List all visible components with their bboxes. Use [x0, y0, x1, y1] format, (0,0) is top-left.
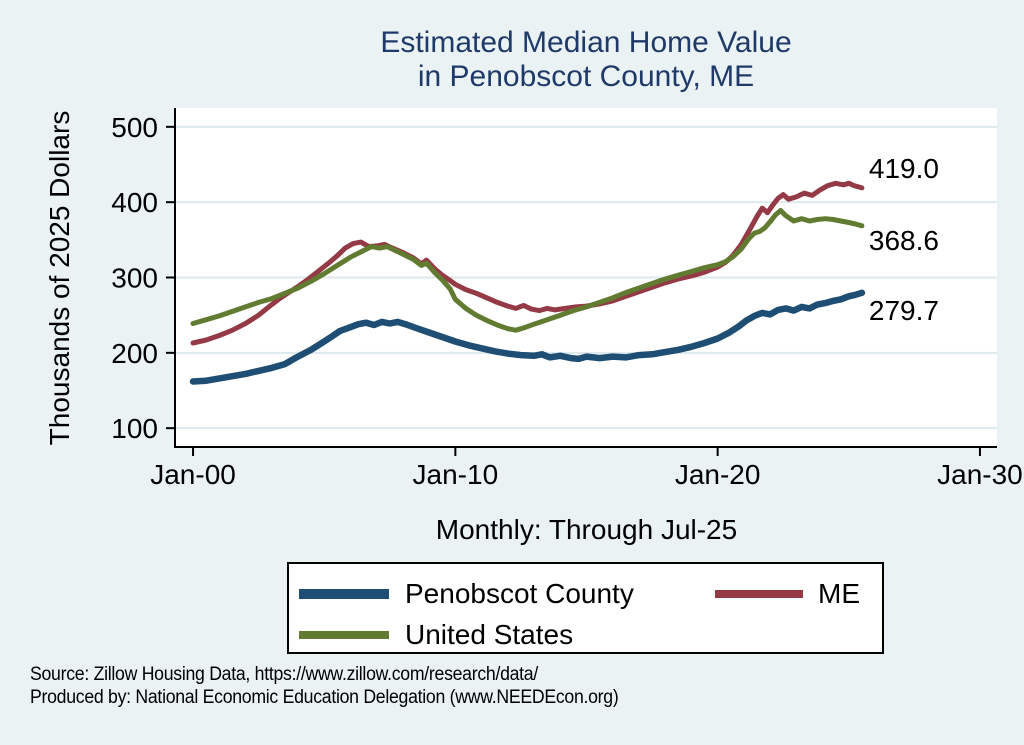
end-value-label-penobscot-county: 279.7 — [869, 295, 939, 326]
x-tick-label-Jan-30: Jan-30 — [937, 459, 1023, 490]
end-value-label-me: 419.0 — [869, 153, 939, 184]
chart-line-me — [190, 180, 865, 346]
source-line: Source: Zillow Housing Data, https://www… — [30, 664, 538, 685]
x-tick-label-Jan-00: Jan-00 — [150, 459, 236, 490]
x-tick-label-Jan-20: Jan-20 — [675, 459, 761, 490]
legend-swatch-maine — [715, 590, 803, 598]
y-tick-label-300: 300 — [111, 263, 158, 294]
y-axis-title: Thousands of 2025 Dollars — [44, 110, 75, 446]
legend-swatch-penobscot — [299, 589, 389, 599]
x-tick-label-Jan-10: Jan-10 — [413, 459, 499, 490]
y-tick-label-100: 100 — [111, 413, 158, 444]
chart-title: Estimated Median Home Value in Penobscot… — [140, 26, 1024, 94]
end-value-label-united-states: 368.6 — [869, 225, 939, 256]
legend: Penobscot County ME United States — [287, 562, 884, 654]
legend-label-penobscot: Penobscot County — [405, 578, 634, 609]
y-tick-label-200: 200 — [111, 338, 158, 369]
y-tick-label-400: 400 — [111, 187, 158, 218]
chart-line-united-states — [190, 208, 865, 333]
legend-label-maine: ME — [818, 578, 860, 609]
legend-swatch-us — [299, 631, 389, 639]
produced-by-line: Produced by: National Economic Education… — [30, 686, 619, 708]
x-axis-caption: Monthly: Through Jul-25 — [435, 514, 738, 545]
source-notes: Source: Zillow Housing Data, https://www… — [30, 664, 867, 709]
chart-line-penobscot-county — [189, 289, 866, 385]
chart-title-line1: Estimated Median Home Value — [380, 26, 792, 59]
legend-label-us: United States — [405, 619, 574, 650]
y-tick-label-500: 500 — [111, 112, 158, 143]
chart-title-line2: in Penobscot County, ME — [417, 60, 755, 93]
